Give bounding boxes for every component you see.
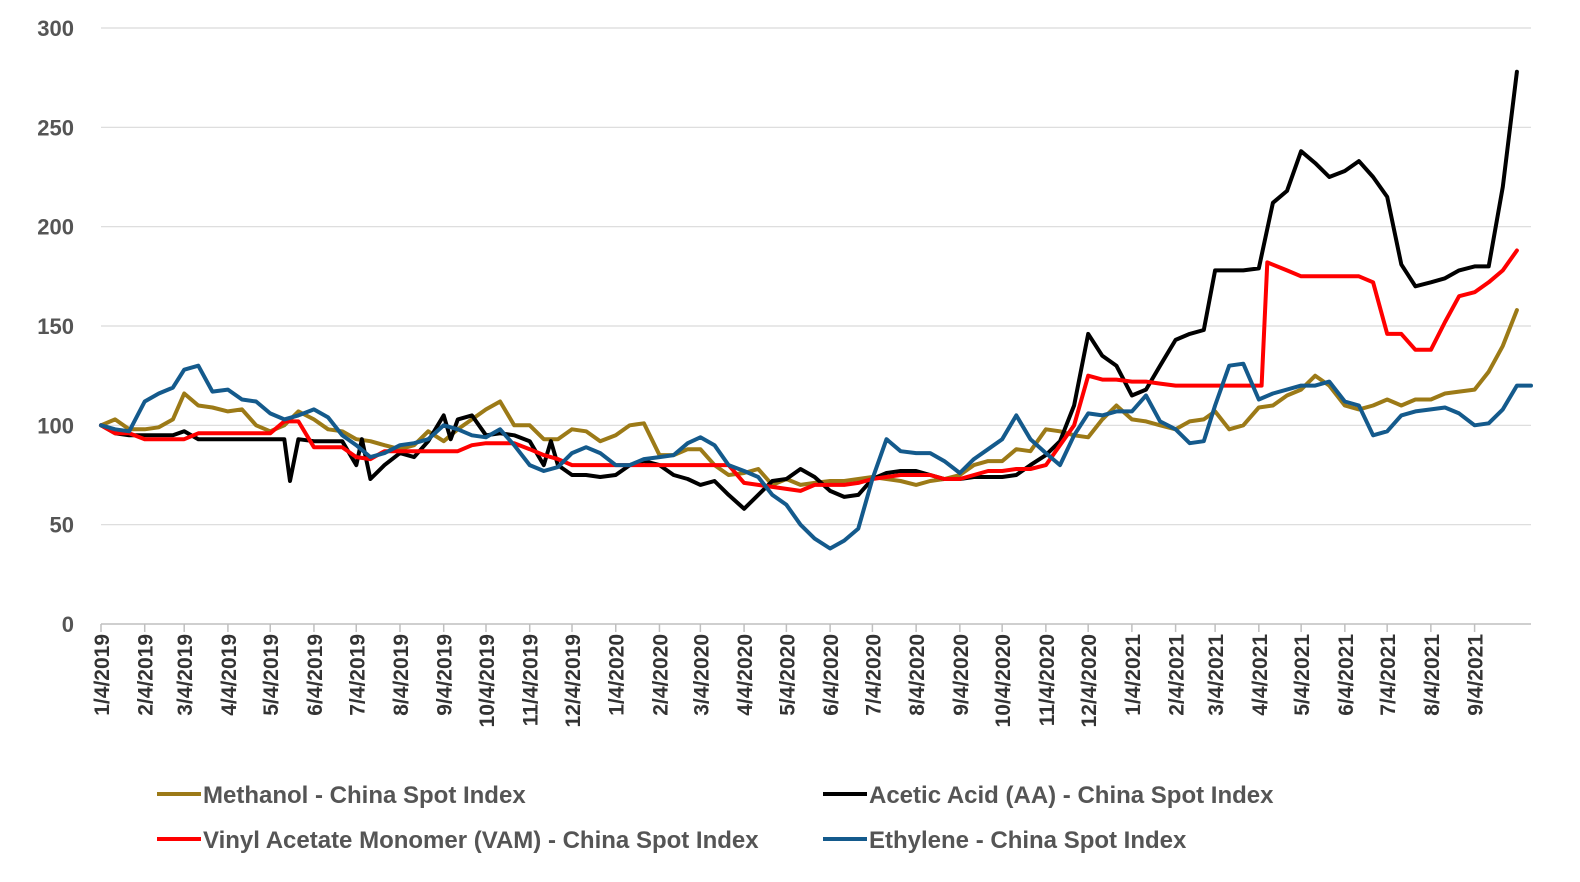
x-tick-label: 6/4/2021 xyxy=(1335,634,1358,716)
y-tick-label: 0 xyxy=(62,612,74,637)
x-tick-label: 2/4/2020 xyxy=(649,634,672,716)
series-line-acetic-acid xyxy=(99,69,1519,511)
x-tick-label: 3/4/2021 xyxy=(1205,634,1228,716)
y-axis-tick-labels: 0 50 100 150 200 250 300 xyxy=(37,16,74,637)
x-tick-label: 1/4/2021 xyxy=(1122,634,1145,716)
x-tick-label: 7/4/2021 xyxy=(1377,634,1400,716)
legend-label-methanol: Methanol - China Spot Index xyxy=(203,782,526,809)
gridlines xyxy=(101,27,1531,526)
x-tick-label: 5/4/2019 xyxy=(260,634,283,716)
x-tick-label: 9/4/2021 xyxy=(1465,634,1488,716)
x-axis xyxy=(100,623,1531,632)
legend-label-ethylene: Ethylene - China Spot Index xyxy=(869,827,1187,854)
series-line-methanol xyxy=(99,308,1519,487)
x-tick-label: 5/4/2021 xyxy=(1291,634,1314,716)
x-tick-label: 5/4/2020 xyxy=(776,634,799,716)
x-tick-label: 2/4/2019 xyxy=(135,634,158,716)
y-tick-label: 50 xyxy=(50,513,74,538)
legend-label-acetic-acid: Acetic Acid (AA) - China Spot Index xyxy=(869,782,1274,809)
x-tick-label: 9/4/2019 xyxy=(434,634,457,716)
x-tick-label: 6/4/2019 xyxy=(304,634,327,716)
series-line-ethylene xyxy=(99,361,1533,551)
x-tick-label: 1/4/2020 xyxy=(606,634,629,716)
x-tick-label: 8/4/2019 xyxy=(390,634,413,716)
y-tick-label: 300 xyxy=(37,16,74,41)
x-tick-label: 10/4/2019 xyxy=(476,634,499,727)
x-tick-label: 11/4/2019 xyxy=(520,634,543,726)
y-tick-label: 200 xyxy=(37,215,74,240)
y-tick-label: 100 xyxy=(37,413,74,438)
x-tick-label: 12/4/2020 xyxy=(1078,634,1101,727)
series-lines xyxy=(99,69,1533,551)
x-tick-label: 3/4/2020 xyxy=(690,634,713,716)
x-tick-label: 6/4/2020 xyxy=(820,634,843,716)
x-tick-label: 1/4/2019 xyxy=(91,634,114,716)
x-tick-label: 7/4/2020 xyxy=(862,634,885,716)
x-axis-tick-labels: 1/4/2019 2/4/2019 3/4/2019 4/4/2019 5/4/2019… xyxy=(91,634,1488,728)
x-tick-label: 11/4/2020 xyxy=(1036,634,1059,726)
x-tick-label: 4/4/2020 xyxy=(734,634,757,716)
x-tick-label: 4/4/2021 xyxy=(1249,634,1272,716)
x-tick-label: 12/4/2019 xyxy=(562,634,585,727)
series-line-vam xyxy=(99,248,1519,493)
x-tick-label: 8/4/2020 xyxy=(906,634,929,716)
x-tick-label: 7/4/2019 xyxy=(346,634,369,716)
legend-label-vam: Vinyl Acetate Monomer (VAM) - China Spot… xyxy=(203,827,759,854)
x-tick-label: 3/4/2019 xyxy=(174,634,197,716)
x-tick-label: 4/4/2019 xyxy=(218,634,241,716)
y-tick-label: 150 xyxy=(37,314,74,339)
x-tick-label: 2/4/2021 xyxy=(1166,634,1189,716)
x-tick-label: 10/4/2020 xyxy=(992,634,1015,727)
x-tick-label: 8/4/2021 xyxy=(1421,634,1444,716)
y-tick-label: 250 xyxy=(37,115,74,140)
x-tick-label: 9/4/2020 xyxy=(950,634,973,716)
legend: Methanol - China Spot Index Acetic Acid (… xyxy=(157,782,1274,854)
